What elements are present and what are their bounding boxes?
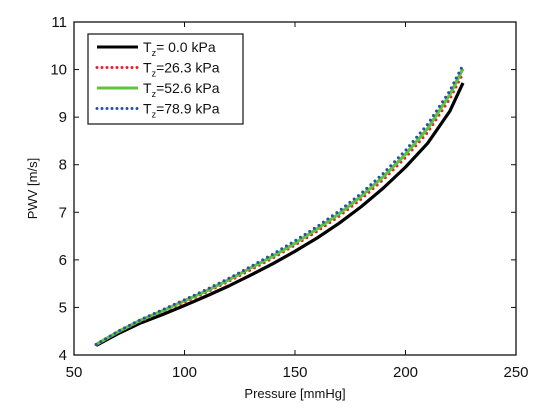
y-tick-label: 8 — [59, 157, 67, 174]
x-tick-label: 200 — [393, 364, 418, 381]
axis-ticks: 50 100 150 200 250 4 5 6 7 8 9 10 11 — [50, 14, 528, 381]
y-tick-label: 6 — [59, 252, 67, 269]
series-line-4 — [94, 63, 465, 346]
legend-label-3: Tz=52.6 kPa — [143, 80, 220, 99]
y-tick-label: 7 — [59, 204, 67, 221]
x-tick-label: 150 — [282, 364, 307, 381]
x-axis-label: Pressure [mmHg] — [244, 386, 345, 401]
x-tick-label: 250 — [503, 364, 528, 381]
y-tick-label: 5 — [59, 299, 67, 316]
legend-label-4: Tz=78.9 kPa — [143, 101, 220, 120]
series-line-1 — [95, 82, 465, 347]
y-tick-label: 10 — [50, 62, 67, 79]
y-axis-label: PWV [m/s] — [25, 158, 40, 219]
legend-label-1: Tz= 0.0 kPa — [143, 39, 216, 58]
x-tick-label: 50 — [66, 364, 83, 381]
series-lines — [94, 63, 465, 347]
plot-frame — [73, 21, 517, 356]
x-tick-label: 100 — [172, 364, 197, 381]
legend-label-2: Tz=26.3 kPa — [143, 60, 220, 79]
y-tick-label: 11 — [51, 14, 67, 31]
legend-box — [87, 33, 244, 125]
y-tick-label: 9 — [59, 109, 67, 126]
y-tick-label: 4 — [59, 347, 67, 364]
